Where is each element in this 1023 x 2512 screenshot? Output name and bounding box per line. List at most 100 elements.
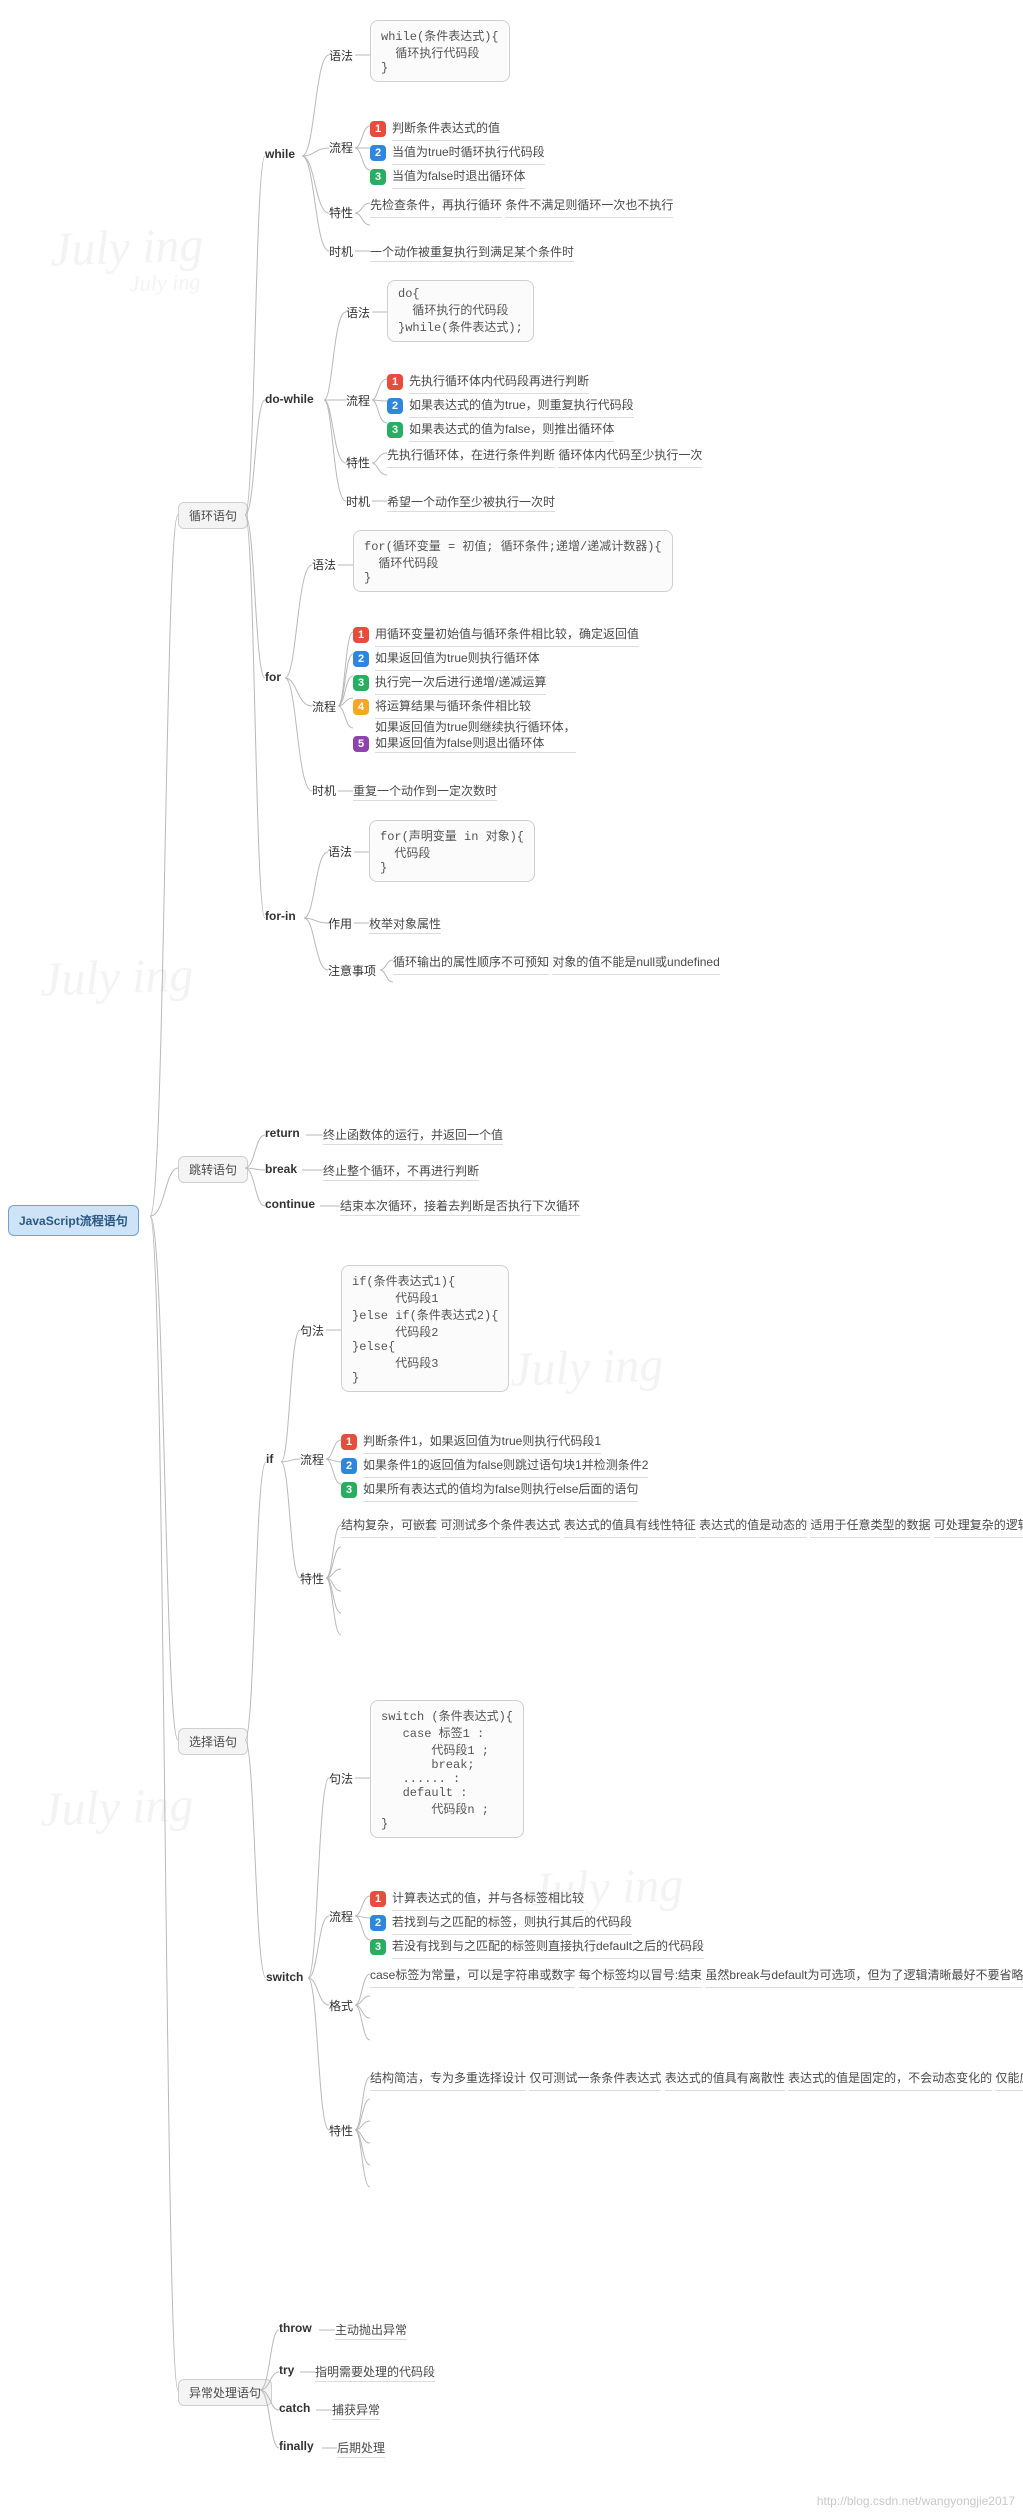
if-trait-6: 可处理复杂的逻辑关系 (934, 1514, 1023, 1538)
hdr-format: 格式 (329, 1997, 353, 2014)
sub-if: if (266, 1452, 273, 1466)
dowhile-timing: 希望一个动作至少被执行一次时 (387, 493, 555, 512)
watermark: July ing (49, 217, 204, 277)
hdr-usage: 作用 (328, 915, 352, 932)
sub-try: try (279, 2363, 294, 2377)
hdr-syntax2: 句法 (300, 1322, 324, 1339)
watermark: July ing (130, 269, 201, 297)
if-trait-5: 适用于任意类型的数据 (810, 1514, 930, 1538)
while-flow-3: 当值为false时退出循环体 (392, 165, 525, 189)
sub-while: while (265, 147, 295, 161)
hdr-syntax: 语法 (312, 556, 336, 573)
dowhile-trait-1: 先执行循环体，在进行条件判断 (387, 444, 555, 468)
for-code: for(循环变量 = 初值; 循环条件;递增/递减计数器){ 循环代码段 } (353, 530, 673, 592)
hdr-syntax2: 句法 (329, 1770, 353, 1787)
while-trait: 先检查条件，再执行循环 条件不满足则循环一次也不执行 (370, 194, 673, 218)
sub-forin: for-in (265, 909, 296, 923)
hdr-trait: 特性 (346, 454, 370, 471)
for-flow-1: 用循环变量初始值与循环条件相比较，确定返回值 (375, 623, 639, 647)
try-text: 指明需要处理的代码段 (315, 2363, 435, 2382)
if-flow-3: 如果所有表达式的值均为false则执行else后面的语句 (363, 1478, 638, 1502)
break-text: 终止整个循环，不再进行判断 (323, 1162, 479, 1181)
while-flow-2: 当值为true时循环执行代码段 (392, 141, 545, 165)
switch-flow-1: 计算表达式的值，并与各标签相比较 (392, 1887, 584, 1911)
sub-catch: catch (279, 2401, 310, 2415)
switch-trait-5: 仅能应用整数，枚举，字符串等类型数据 (995, 2067, 1023, 2091)
continue-text: 结束本次循环，接着去判断是否执行下次循环 (340, 1197, 580, 1216)
switch-format-1: case标签为常量，可以是字符串或数字 (370, 1964, 575, 1988)
sub-dowhile: do-while (265, 392, 314, 406)
switch-trait-4: 表达式的值是固定的，不会动态变化的 (788, 2067, 992, 2091)
dowhile-trait: 先执行循环体，在进行条件判断 循环体内代码至少执行一次 (387, 444, 702, 468)
sub-throw: throw (279, 2321, 312, 2335)
hdr-timing: 时机 (312, 782, 336, 799)
for-flow-5: 如果返回值为true则继续执行循环体， 如果返回值为false则退出循环体 (375, 719, 576, 753)
if-trait: 结构复杂，可嵌套 可测试多个条件表达式 表达式的值具有线性特征 表达式的值是动态… (341, 1514, 1023, 1538)
forin-note-1: 循环输出的属性顺序不可预知 (393, 951, 549, 975)
for-flow-3: 执行完一次后进行递增/递减运算 (375, 671, 546, 695)
dowhile-flow-1: 先执行循环体内代码段再进行判断 (409, 370, 589, 394)
while-code: while(条件表达式){ 循环执行代码段 } (370, 20, 510, 82)
switch-trait-2: 仅可测试一条条件表达式 (529, 2067, 661, 2091)
watermark: July ing (39, 947, 194, 1007)
switch-format: case标签为常量，可以是字符串或数字 每个标签均以冒号:结束 虽然break与… (370, 1964, 1023, 1988)
while-timing: 一个动作被重复执行到满足某个条件时 (370, 243, 574, 262)
switch-format-2: 每个标签均以冒号:结束 (579, 1964, 702, 1988)
hdr-timing: 时机 (346, 493, 370, 510)
footer: http://blog.csdn.net/wangyongjie2017 (817, 2494, 1015, 2508)
hdr-timing: 时机 (329, 243, 353, 260)
switch-trait-3: 表达式的值具有离散性 (665, 2067, 785, 2091)
hdr-flow: 流程 (300, 1451, 324, 1468)
forin-note: 循环输出的属性顺序不可预知 对象的值不能是null或undefined (393, 951, 720, 975)
dowhile-flow-2: 如果表达式的值为true，则重复执行代码段 (409, 394, 634, 418)
cat-except: 异常处理语句 (178, 2379, 272, 2406)
finally-text: 后期处理 (337, 2439, 385, 2458)
switch-flow-2: 若找到与之匹配的标签，则执行其后的代码段 (392, 1911, 632, 1935)
forin-note-2: 对象的值不能是null或undefined (552, 951, 719, 975)
if-trait-1: 结构复杂，可嵌套 (341, 1514, 437, 1538)
forin-code: for(声明变量 in 对象){ 代码段 } (369, 820, 535, 882)
while-flow: 1判断条件表达式的值 2当值为true时循环执行代码段 3当值为false时退出… (370, 117, 545, 189)
for-flow-2: 如果返回值为true则执行循环体 (375, 647, 540, 671)
dowhile-flow-3: 如果表达式的值为false，则推出循环体 (409, 418, 614, 442)
hdr-flow: 流程 (329, 1908, 353, 1925)
sub-break: break (265, 1162, 297, 1176)
for-flow-4: 将运算结果与循环条件相比较 (375, 695, 531, 719)
if-trait-2: 可测试多个条件表达式 (440, 1514, 560, 1538)
dowhile-trait-2: 循环体内代码至少执行一次 (558, 444, 702, 468)
while-trait-1: 先检查条件，再执行循环 (370, 194, 502, 218)
catch-text: 捕获异常 (332, 2401, 380, 2420)
hdr-trait: 特性 (300, 1570, 324, 1587)
cat-loop: 循环语句 (178, 502, 248, 529)
sub-for: for (265, 670, 281, 684)
watermark: July ing (509, 1337, 664, 1397)
hdr-trait: 特性 (329, 2122, 353, 2139)
throw-text: 主动抛出异常 (335, 2321, 407, 2340)
hdr-flow: 流程 (329, 139, 353, 156)
switch-flow: 1计算表达式的值，并与各标签相比较 2若找到与之匹配的标签，则执行其后的代码段 … (370, 1887, 704, 1959)
watermark: July ing (39, 1777, 194, 1837)
while-trait-2: 条件不满足则循环一次也不执行 (505, 194, 673, 218)
root-node: JavaScript流程语句 (8, 1205, 139, 1236)
while-flow-1: 判断条件表达式的值 (392, 117, 500, 141)
for-flow: 1用循环变量初始值与循环条件相比较，确定返回值 2如果返回值为true则执行循环… (353, 623, 639, 753)
cat-select: 选择语句 (178, 1728, 248, 1755)
hdr-syntax: 语法 (346, 304, 370, 321)
hdr-trait: 特性 (329, 204, 353, 221)
for-timing: 重复一个动作到一定次数时 (353, 782, 497, 801)
if-code: if(条件表达式1){ 代码段1 }else if(条件表达式2){ 代码段2 … (341, 1265, 509, 1392)
if-flow: 1判断条件1，如果返回值为true则执行代码段1 2如果条件1的返回值为fals… (341, 1430, 648, 1502)
if-trait-3: 表达式的值具有线性特征 (564, 1514, 696, 1538)
hdr-syntax: 语法 (329, 47, 353, 64)
if-trait-4: 表达式的值是动态的 (699, 1514, 807, 1538)
sub-switch: switch (266, 1970, 303, 1984)
switch-code: switch (条件表达式){ case 标签1 : 代码段1 ; break;… (370, 1700, 524, 1838)
switch-trait: 结构简洁，专为多重选择设计 仅可测试一条条件表达式 表达式的值具有离散性 表达式… (370, 2067, 1023, 2091)
sub-continue: continue (265, 1197, 315, 1211)
switch-trait-1: 结构简洁，专为多重选择设计 (370, 2067, 526, 2091)
cat-jump: 跳转语句 (178, 1156, 248, 1183)
sub-finally: finally (279, 2439, 314, 2453)
dowhile-code: do{ 循环执行的代码段 }while(条件表达式); (387, 280, 534, 342)
if-flow-1: 判断条件1，如果返回值为true则执行代码段1 (363, 1430, 601, 1454)
dowhile-flow: 1先执行循环体内代码段再进行判断 2如果表达式的值为true，则重复执行代码段 … (387, 370, 634, 442)
